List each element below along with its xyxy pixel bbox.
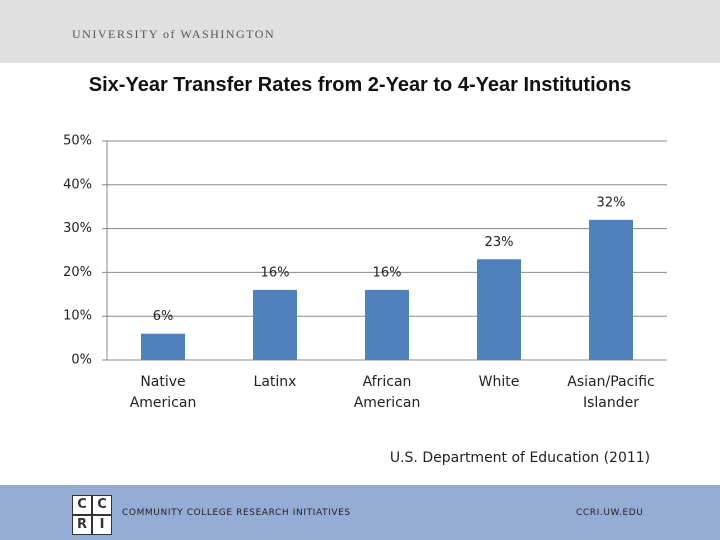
y-tick-label: 10% (63, 309, 92, 324)
value-label: 6% (153, 309, 174, 324)
source-note: U.S. Department of Education (2011) (389, 450, 651, 466)
bar (477, 259, 521, 360)
x-tick-label: African American (353, 374, 421, 411)
x-tick-label: White (478, 374, 520, 390)
x-tick-label: Asian/Pacific Islander (567, 374, 655, 411)
x-tick-label: Latinx (253, 374, 297, 390)
value-label: 32% (597, 195, 626, 210)
footer-band: C C R I COMMUNITY COLLEGE RESEARCH INITI… (0, 485, 720, 540)
organization: COMMUNITY COLLEGE RESEARCH INITIATIVES (122, 508, 351, 518)
bar (365, 289, 409, 360)
logo-letter: C (92, 495, 112, 515)
y-tick-label: 30% (63, 221, 92, 236)
bar (253, 289, 297, 360)
chart-title: Six-Year Transfer Rates from 2-Year to 4… (88, 74, 632, 96)
value-label: 23% (485, 235, 514, 250)
value-label: 16% (373, 265, 402, 280)
bar (589, 219, 633, 360)
logo-letter: I (92, 515, 112, 535)
y-tick-label: 0% (71, 353, 92, 368)
url[interactable]: CCRI.UW.EDU (576, 508, 644, 518)
logo-letter: C (72, 495, 92, 515)
institution: UNIVERSITY of WASHINGTON (72, 27, 276, 41)
x-tick-label: Native American (129, 374, 197, 411)
y-tick-label: 20% (63, 265, 92, 280)
bar (141, 333, 185, 360)
value-label: 16% (261, 265, 290, 280)
header-band: UNIVERSITY of WASHINGTON (0, 0, 720, 63)
y-tick-label: 50% (63, 134, 92, 149)
logo-letter: R (72, 515, 92, 535)
y-tick-label: 40% (63, 177, 92, 192)
